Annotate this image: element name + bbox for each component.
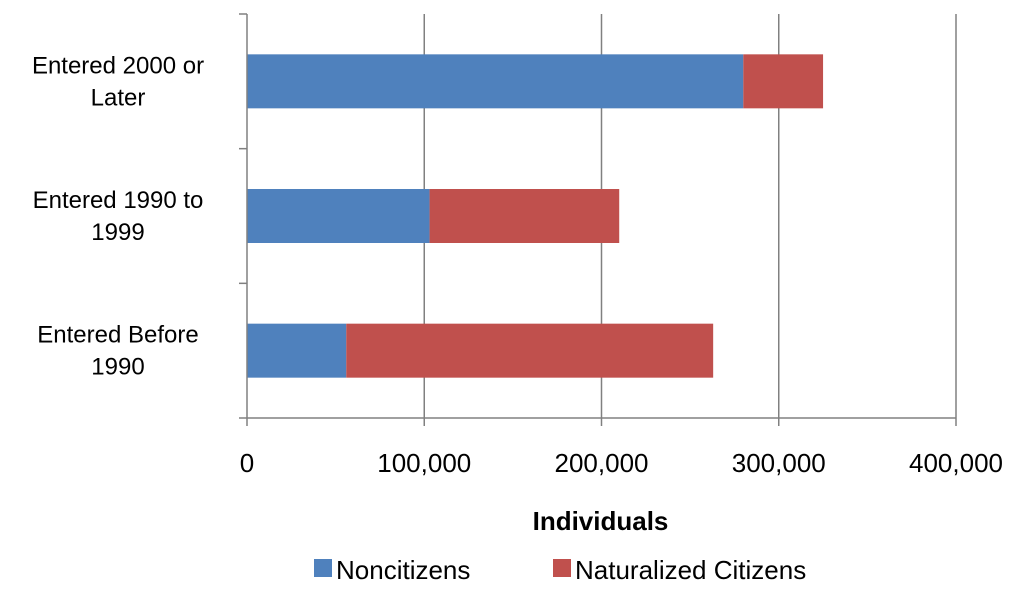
legend-swatch [553,559,571,577]
bar-noncitizens [247,54,744,109]
legend: Noncitizens Naturalized Citizens [314,555,806,585]
category-label: Entered 1990 to 1999 [33,187,204,246]
bars [247,54,824,378]
bar-noncitizens [247,189,430,243]
axes [239,13,957,426]
legend-label: Noncitizens [336,555,470,585]
x-tick-label: 100,000 [377,448,471,478]
x-tick-labels: 0 100,000 200,000 300,000 400,000 [240,448,1003,478]
x-tick-label: 400,000 [909,448,1003,478]
bar-naturalized-citizens [346,323,714,378]
x-tick-label: 300,000 [732,448,826,478]
bar-naturalized-citizens [429,189,620,243]
x-tick-label: 0 [240,448,254,478]
x-axis-title: Individuals [533,506,669,536]
category-label-line: Entered 1990 to [33,187,204,214]
bar-naturalized-citizens [743,54,824,109]
category-label-line: Later [91,84,146,111]
bar-noncitizens [247,323,347,378]
category-label: Entered Before 1990 [37,322,198,381]
category-label: Entered 2000 or Later [32,52,204,111]
legend-label: Naturalized Citizens [575,555,806,585]
category-label-line: 1999 [91,219,144,246]
x-tick-label: 200,000 [555,448,649,478]
legend-swatch [314,559,332,577]
category-label-line: Entered 2000 or [32,52,204,79]
category-label-line: 1990 [91,354,144,381]
category-label-line: Entered Before [37,322,198,349]
